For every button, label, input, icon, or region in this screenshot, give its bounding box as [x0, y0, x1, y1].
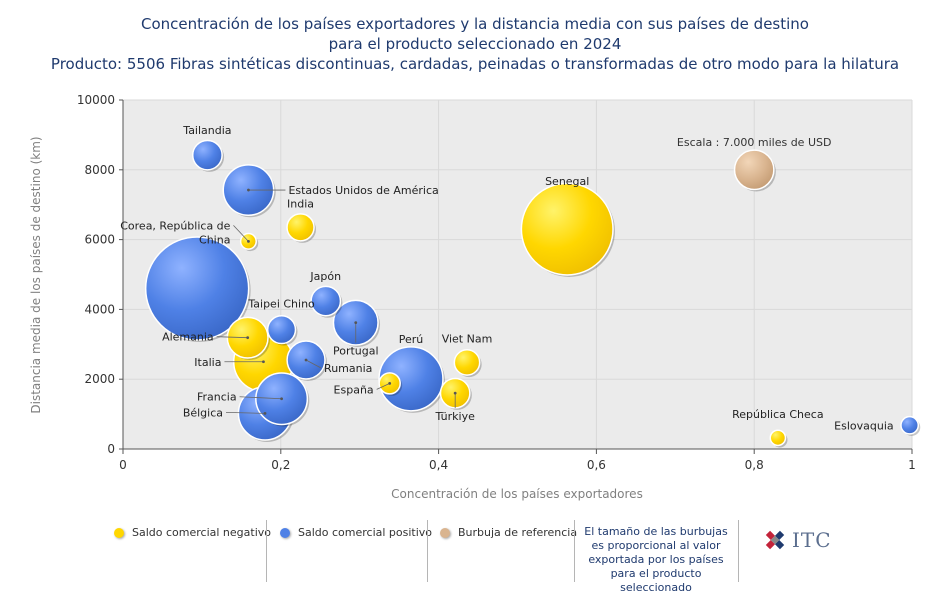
- reference-bubble-label: Escala : 7.000 miles de USD: [677, 136, 832, 149]
- chart-title-line-2: para el producto seleccionado en 2024: [328, 35, 622, 53]
- bubble-label: Eslovaquia: [834, 419, 893, 432]
- itc-logo-text: ITC: [792, 528, 832, 552]
- bubble-peru: [378, 346, 444, 412]
- bubble-taipei-chino: [266, 314, 297, 345]
- bubble-label: Tailandia: [182, 124, 231, 137]
- label-leader-line: [239, 396, 282, 400]
- legend-label-positive: Saldo comercial positivo: [298, 526, 433, 539]
- bubble-republica-checa: [769, 429, 787, 447]
- bubble-label: India: [287, 197, 314, 210]
- bubble-chart: 0 2000 4000 6000 8000 10000 0 0,2 0,4 0,6 0,8 1 Esc…: [29, 93, 921, 501]
- bubble-label: Italia: [194, 356, 221, 369]
- x-tick-label: 0: [119, 458, 127, 472]
- bubble-senegal: [520, 182, 614, 276]
- x-tick-label: 0,4: [429, 458, 448, 472]
- bubble-eslovaquia: [900, 415, 920, 435]
- label-leader-line: [305, 359, 322, 369]
- bubble-india: [286, 213, 315, 242]
- legend-note-line: El tamaño de las burbujas: [584, 525, 728, 538]
- label-anchor-dot: [247, 239, 250, 243]
- bubbles: [144, 139, 921, 448]
- label-anchor-dot: [247, 188, 250, 192]
- bubble-label: Viet Nam: [442, 332, 493, 345]
- x-axis-title: Concentración de los países exportadores: [391, 487, 643, 501]
- x-tick-label: 0,2: [271, 458, 290, 472]
- legend-divider: [266, 520, 267, 582]
- bubble-label: Perú: [399, 333, 424, 346]
- reference-bubble: [733, 149, 775, 191]
- label-anchor-dot: [246, 336, 250, 340]
- y-tick-label: 2000: [84, 372, 115, 386]
- bubble-label: Alemania: [162, 331, 214, 344]
- y-tick-label: 8000: [84, 163, 115, 177]
- y-axis-title: Distancia media de los países de destino…: [29, 136, 43, 413]
- bubble-label: Corea, República de China: [120, 219, 230, 246]
- bubble-label: Bélgica: [183, 406, 223, 419]
- label-leader-line: [226, 412, 266, 414]
- chart-title: Concentración de los países exportadores…: [0, 14, 950, 74]
- bubble-label: Taipei Chino: [247, 298, 315, 311]
- bubble-unlabeled: [144, 236, 250, 341]
- label-leader-line: [216, 336, 248, 339]
- legend-size-note: El tamaño de las burbujas es proporciona…: [576, 525, 736, 595]
- label-anchor-dot: [262, 360, 265, 364]
- bubble-label: Rumania: [324, 362, 372, 375]
- bubble-label: Francia: [197, 391, 237, 404]
- bubble-labels: Escala : 7.000 miles de USD Tailandia Esta…: [120, 124, 893, 432]
- y-tick-label: 10000: [77, 93, 115, 107]
- legend-dot-positive-icon: [280, 527, 290, 538]
- legend-dot-reference-icon: [440, 527, 450, 538]
- bubble-label: Senegal: [545, 175, 589, 188]
- bubble-label: Japón: [309, 270, 341, 283]
- legend: Saldo comercial negativo Saldo comercial…: [100, 518, 840, 594]
- y-tick-label: 0: [107, 442, 115, 456]
- label-leader-line: [233, 225, 249, 242]
- label-anchor-dot: [453, 391, 457, 395]
- chart-title-line-1: Concentración de los países exportadores…: [141, 15, 809, 33]
- legend-item-positive: Saldo comercial positivo: [280, 526, 432, 539]
- label-leader-line: [376, 383, 390, 390]
- y-tick-label: 6000: [84, 233, 115, 247]
- bubble-japon: [310, 285, 342, 317]
- legend-note-line: para el producto seleccionado: [610, 567, 702, 594]
- y-tick-label: 4000: [84, 302, 115, 316]
- x-tick-label: 1: [908, 458, 916, 472]
- legend-dot-negative-icon: [114, 527, 124, 538]
- legend-item-negative: Saldo comercial negativo: [114, 526, 271, 539]
- legend-note-line: es proporcional al valor: [591, 539, 721, 552]
- chart-title-line-3: Producto: 5506 Fibras sintéticas discont…: [50, 55, 900, 73]
- axes: 0 2000 4000 6000 8000 10000 0 0,2 0,4 0,6 0,8 1: [77, 93, 916, 472]
- label-anchor-dot: [280, 397, 283, 401]
- legend-label-negative: Saldo comercial negativo: [132, 526, 271, 539]
- bubble-viet-nam: [453, 349, 481, 376]
- itc-logo: ITC: [762, 527, 832, 553]
- label-anchor-dot: [304, 358, 308, 362]
- bubble-label: República Checa: [732, 408, 823, 421]
- bubble-label: Portugal: [333, 345, 379, 358]
- bubble-tailandia: [191, 139, 223, 171]
- legend-note-line: exportada por los países: [588, 553, 724, 566]
- legend-label-reference: Burbuja de referencia: [458, 526, 578, 539]
- itc-logo-icon: [765, 530, 785, 550]
- bubble-label: Türkiye: [434, 410, 475, 423]
- bubble-label: Estados Unidos de América: [288, 184, 438, 197]
- legend-divider: [574, 520, 575, 582]
- label-anchor-dot: [388, 381, 392, 385]
- label-anchor-dot: [354, 321, 358, 325]
- legend-divider: [738, 520, 739, 582]
- bubble-label: España: [334, 383, 374, 396]
- x-tick-label: 0,8: [745, 458, 764, 472]
- legend-item-reference: Burbuja de referencia: [440, 526, 577, 539]
- x-tick-label: 0,6: [587, 458, 606, 472]
- legend-divider: [427, 520, 428, 582]
- label-anchor-dot: [263, 412, 267, 415]
